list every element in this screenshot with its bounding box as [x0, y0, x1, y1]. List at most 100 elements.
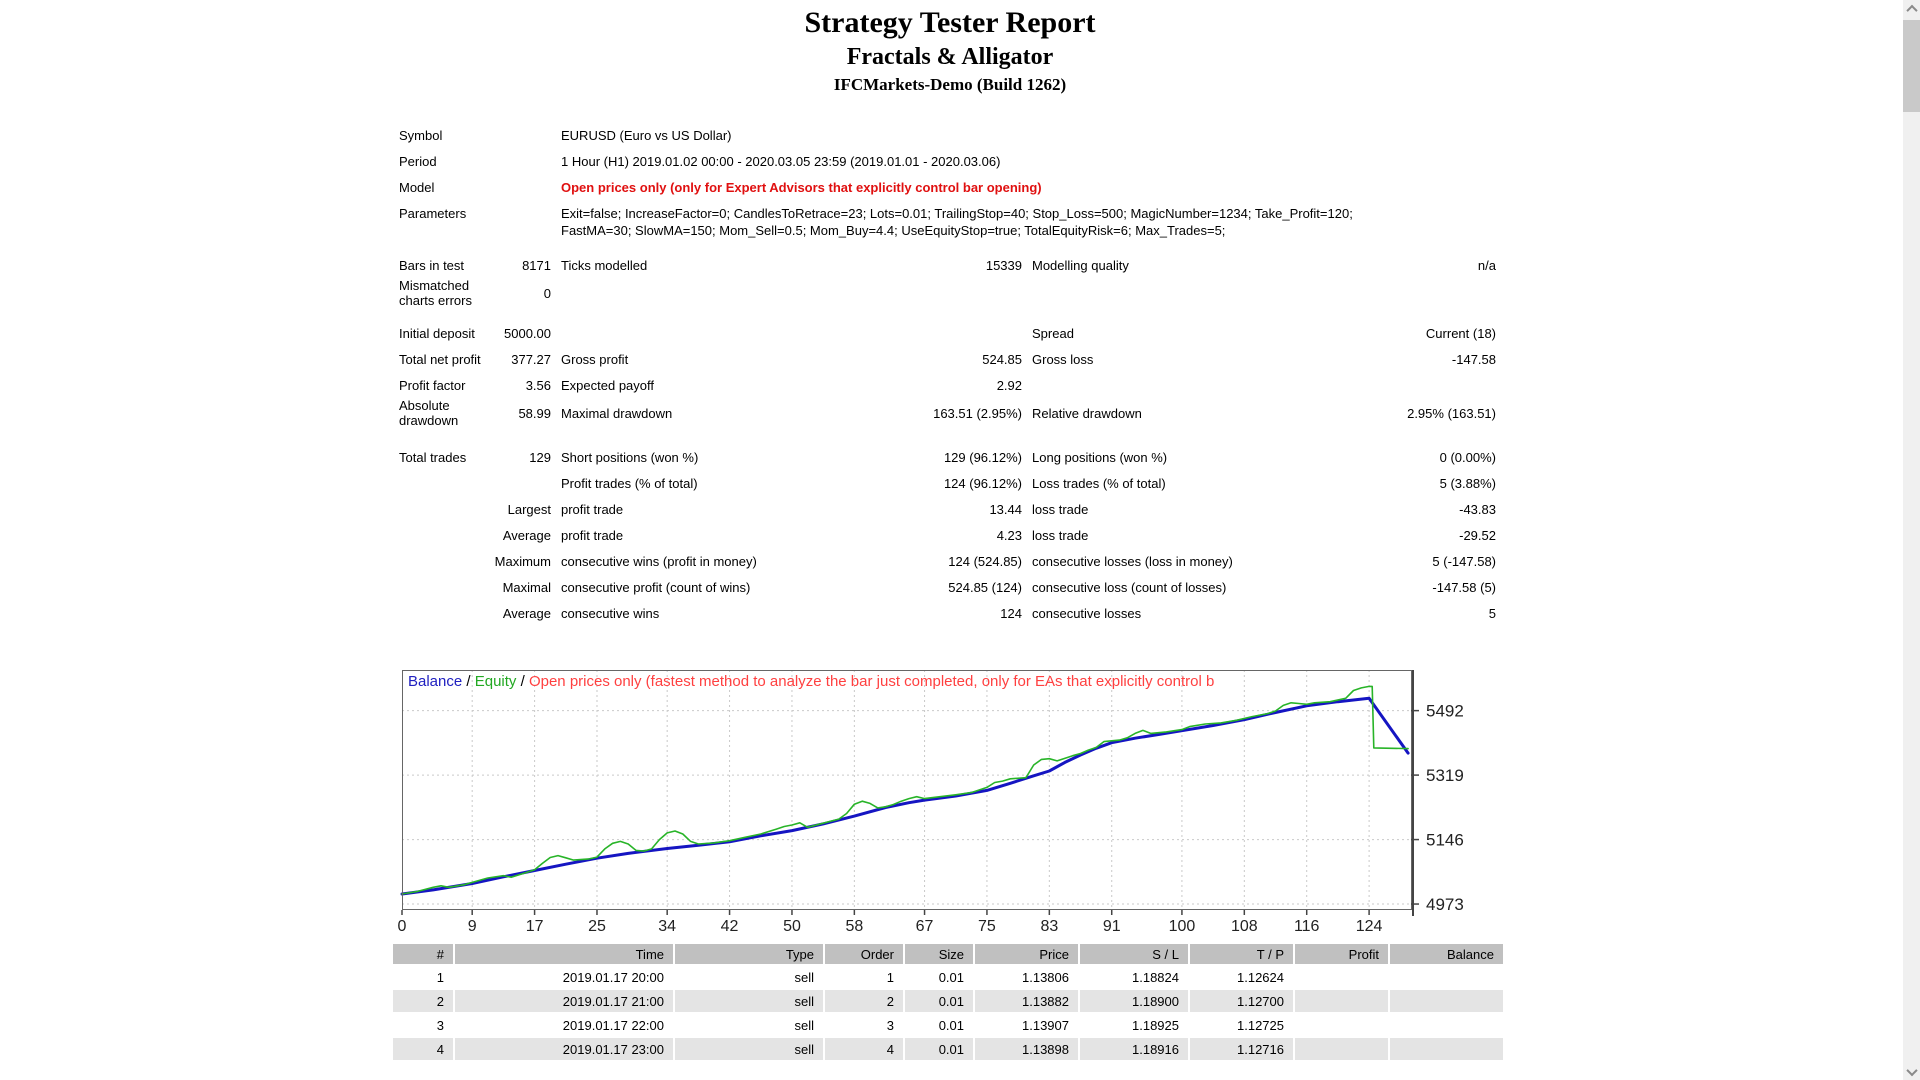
stats-cell: Total trades: [399, 449, 467, 465]
legend-separator-1: /: [462, 673, 475, 690]
symbol-value: EURUSD (Euro vs US Dollar): [561, 128, 732, 143]
legend-separator-2: /: [516, 673, 529, 690]
stats-cell: 163.51 (2.95%): [933, 405, 1022, 421]
stats-cell: Largest: [507, 501, 551, 517]
stats-cell: 4.23: [996, 527, 1022, 543]
x-axis-label: 9: [468, 918, 477, 935]
stats-cell: 5 (-147.58): [1432, 553, 1496, 569]
trades-cell: [1295, 1038, 1390, 1062]
vertical-scrollbar[interactable]: [1903, 0, 1920, 1080]
stats-cell: 8171: [522, 257, 551, 273]
balance-line: [400, 696, 1410, 896]
stats-row: Mismatched charts errors 0: [399, 278, 1496, 308]
stats-cell: profit trade: [561, 527, 624, 543]
trades-cell: [1390, 966, 1503, 990]
y-axis-label: 5146: [1426, 831, 1464, 850]
stats-cell: consecutive loss (count of losses): [1032, 579, 1227, 595]
stats-cell: 15339: [985, 257, 1022, 273]
trades-cell: sell: [675, 966, 825, 990]
stats-cell: 2.95% (163.51): [1407, 405, 1496, 421]
x-axis-label: 91: [1103, 918, 1121, 935]
trades-cell: 1: [825, 966, 905, 990]
stats-cell: profit trade: [561, 501, 624, 517]
trades-cell: sell: [675, 1014, 825, 1038]
y-axis-label: 5319: [1426, 766, 1464, 785]
trades-cell: 2019.01.17 20:00: [455, 966, 675, 990]
trades-cell: 1.13907: [975, 1014, 1080, 1038]
stats-cell: 377.27: [511, 351, 551, 367]
scrollbar-thumb[interactable]: [1903, 20, 1920, 112]
table-row: 3 2019.01.17 22:00 sell 3 0.01 1.13907 1.18925…: [393, 1014, 1503, 1038]
legend-equity: Equity: [474, 673, 517, 690]
stats-cell: Modelling quality: [1032, 257, 1129, 273]
stats-cell: Mismatched charts errors: [399, 278, 472, 308]
stats-cell: consecutive wins: [561, 605, 660, 621]
trades-header-cell: Balance: [1390, 944, 1503, 966]
period-value: 1 Hour (H1) 2019.01.02 00:00 - 2020.03.0…: [561, 154, 1001, 169]
trades-cell: [1390, 1014, 1503, 1038]
stats-row: Largest profit trade 13.44 loss trade -43.83: [399, 496, 1496, 522]
chart-legend: Balance / Equity / Open prices only (fas…: [408, 673, 1214, 690]
stats-cell: Maximal: [502, 579, 551, 595]
stats-cell: Absolute drawdown: [399, 398, 459, 428]
x-axis-label: 58: [845, 918, 863, 935]
trades-cell: 2: [393, 990, 455, 1014]
parameters-value: Exit=false; IncreaseFactor=0; CandlesToR…: [561, 205, 1601, 239]
stats-cell: Initial deposit: [399, 325, 475, 341]
trades-cell: 4: [825, 1038, 905, 1062]
trades-cell: 1.13882: [975, 990, 1080, 1014]
stats-cell: Gross loss: [1032, 351, 1094, 367]
scroll-up-button[interactable]: [1903, 0, 1920, 17]
trades-cell: sell: [675, 1038, 825, 1062]
trades-cell: [1390, 1038, 1503, 1062]
stats-cell: Spread: [1032, 325, 1074, 341]
page-title: Strategy Tester Report: [804, 6, 1096, 39]
trades-cell: [1390, 990, 1503, 1014]
trades-cell: 1.12700: [1190, 990, 1295, 1014]
stats-cell: -43.83: [1459, 501, 1496, 517]
stats-cell: Relative drawdown: [1032, 405, 1142, 421]
x-axis-label: 108: [1231, 918, 1258, 935]
parameters-line-2: FastMA=30; SlowMA=150; Mom_Sell=0.5; Mom…: [561, 223, 1226, 238]
trades-cell: 1: [393, 966, 455, 990]
chart-canvas: 4973 5146 5319 5492 0 9 17 25 34 42 50 58 67 75 83 91 10…: [398, 670, 1464, 935]
test-info-table: Symbol EURUSD (Euro vs US Dollar) Period…: [399, 127, 1601, 239]
stats-cell: 0: [543, 285, 551, 301]
x-axis-label: 67: [916, 918, 934, 935]
stats-cell: 129 (96.12%): [943, 449, 1022, 465]
trades-cell: 3: [393, 1014, 455, 1038]
trades-cell: 2019.01.17 22:00: [455, 1014, 675, 1038]
chevron-down-icon: [1905, 1064, 1918, 1076]
stats-cell: 5 (3.88%): [1439, 475, 1496, 491]
x-axis-label: 116: [1294, 918, 1320, 935]
stats-cell: -147.58 (5): [1432, 579, 1496, 595]
trades-cell: 2: [825, 990, 905, 1014]
stats-row: Initial deposit 5000.00 Spread Current (18): [399, 320, 1496, 346]
stats-cell: Expected payoff: [561, 377, 654, 393]
stats-cell: loss trade: [1032, 501, 1089, 517]
x-axis-label: 34: [658, 918, 676, 935]
stats-cell: Maximal drawdown: [561, 405, 673, 421]
scroll-down-button[interactable]: [1903, 1063, 1920, 1080]
stats-cell: Short positions (won %): [561, 449, 699, 465]
trades-cell: 1.13806: [975, 966, 1080, 990]
trades-cell: 0.01: [905, 990, 975, 1014]
stats-row: Total net profit 377.27 Gross profit 524.85…: [399, 346, 1496, 372]
trades-cell: 0.01: [905, 966, 975, 990]
table-row: 1 2019.01.17 20:00 sell 1 0.01 1.13806 1.18824…: [393, 966, 1503, 990]
stats-cell: -147.58: [1451, 351, 1496, 367]
stats-cell: Average: [502, 605, 551, 621]
report-header: Strategy Tester Report Fractals & Alliga…: [0, 4, 1900, 96]
stats-row: Average consecutive wins 124 consecutive lo…: [399, 600, 1496, 626]
stats-row: Total trades 129 Short positions (won %) 12…: [399, 444, 1496, 470]
trades-cell: 1.12624: [1190, 966, 1295, 990]
table-row: 4 2019.01.17 23:00 sell 4 0.01 1.13898 1.18916…: [393, 1038, 1503, 1062]
trades-cell: 2019.01.17 23:00: [455, 1038, 675, 1062]
stats-cell: n/a: [1477, 257, 1496, 273]
stats-row: Absolute drawdown 58.99 Maximal drawdown 16…: [399, 398, 1496, 428]
x-axis-label: 75: [978, 918, 996, 935]
stats-cell: 124 (96.12%): [943, 475, 1022, 491]
balance-equity-chart: 4973 5146 5319 5492 0 9 17 25 34 42 50 58 67 75 83 91 10…: [398, 670, 1532, 936]
